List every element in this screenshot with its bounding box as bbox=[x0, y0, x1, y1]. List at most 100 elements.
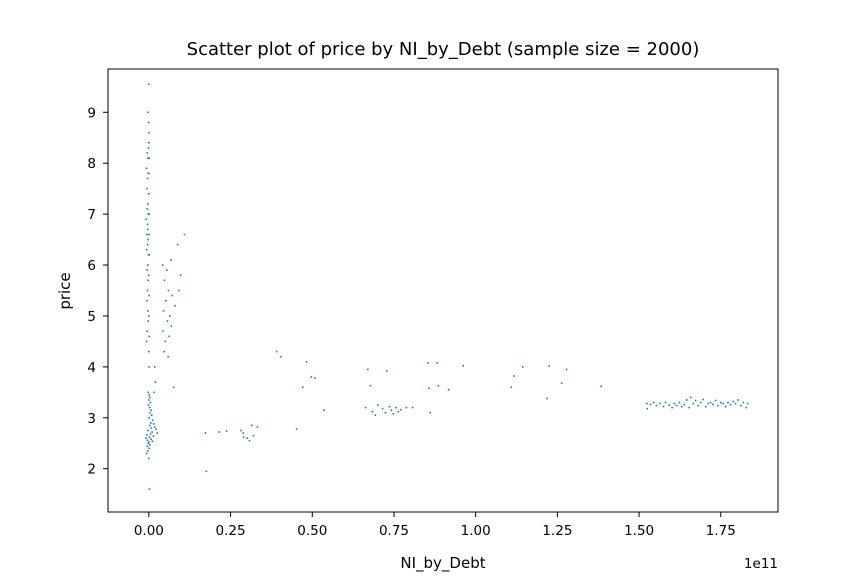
y-tick-label: 6 bbox=[87, 258, 96, 274]
data-point-193 bbox=[729, 403, 732, 406]
data-point-47 bbox=[149, 396, 151, 399]
data-point-166 bbox=[662, 405, 665, 408]
data-point-104 bbox=[179, 274, 182, 277]
data-point-98 bbox=[164, 340, 166, 343]
data-point-92 bbox=[171, 294, 173, 297]
data-point-44 bbox=[148, 366, 150, 368]
data-point-173 bbox=[681, 405, 683, 408]
data-point-22 bbox=[147, 279, 149, 282]
y-tick-label: 9 bbox=[87, 105, 96, 121]
data-point-114 bbox=[246, 437, 249, 439]
data-point-99 bbox=[168, 335, 170, 338]
data-point-188 bbox=[717, 404, 719, 407]
y-axis-ticks: 2 3 4 5 6 7 8 9 bbox=[87, 105, 108, 478]
x-tick-label: 1.00 bbox=[461, 523, 491, 539]
data-point-59 bbox=[149, 424, 151, 427]
data-point-155 bbox=[546, 397, 548, 400]
y-tick-label: 3 bbox=[87, 411, 96, 427]
data-point-145 bbox=[427, 362, 429, 364]
data-point-23 bbox=[146, 289, 149, 292]
data-point-52 bbox=[150, 409, 152, 411]
data-point-15 bbox=[146, 233, 148, 236]
data-point-101 bbox=[167, 355, 169, 358]
data-point-123 bbox=[301, 386, 304, 389]
x-axis-offset-text: 1e11 bbox=[744, 556, 778, 572]
data-point-178 bbox=[692, 402, 695, 405]
data-point-110 bbox=[218, 431, 220, 433]
data-point-150 bbox=[447, 388, 450, 391]
data-point-43 bbox=[148, 350, 150, 353]
data-point-108 bbox=[204, 432, 207, 434]
data-point-55 bbox=[148, 417, 150, 419]
data-point-75 bbox=[147, 442, 149, 445]
data-point-133 bbox=[377, 404, 379, 406]
data-point-73 bbox=[151, 440, 154, 443]
data-point-63 bbox=[147, 429, 149, 432]
data-point-14 bbox=[147, 228, 149, 231]
data-point-168 bbox=[668, 404, 670, 406]
data-point-67 bbox=[146, 434, 148, 436]
data-point-118 bbox=[248, 439, 251, 442]
data-point-153 bbox=[513, 375, 515, 377]
data-point-49 bbox=[149, 401, 152, 404]
data-point-143 bbox=[411, 406, 414, 409]
data-point-148 bbox=[436, 362, 438, 364]
data-point-152 bbox=[510, 386, 513, 389]
data-point-88 bbox=[170, 259, 172, 261]
data-point-160 bbox=[646, 402, 648, 405]
data-point-0 bbox=[147, 111, 149, 114]
data-point-186 bbox=[712, 403, 714, 406]
data-point-106 bbox=[172, 386, 175, 389]
data-point-136 bbox=[388, 405, 391, 408]
data-point-38 bbox=[148, 254, 150, 256]
data-point-71 bbox=[150, 438, 152, 440]
data-point-42 bbox=[148, 335, 150, 338]
x-tick-label: 0.75 bbox=[379, 523, 409, 539]
data-point-72 bbox=[146, 439, 149, 441]
data-point-97 bbox=[170, 325, 173, 327]
data-point-180 bbox=[697, 404, 700, 407]
data-point-179 bbox=[694, 399, 697, 402]
data-point-161 bbox=[646, 407, 649, 410]
x-axis-label: NI_by_Debt bbox=[400, 554, 485, 573]
data-point-61 bbox=[150, 427, 153, 429]
data-point-127 bbox=[323, 409, 325, 411]
data-point-165 bbox=[659, 402, 661, 405]
data-point-109 bbox=[205, 470, 208, 473]
data-point-195 bbox=[734, 402, 737, 405]
data-point-69 bbox=[148, 436, 151, 438]
data-point-81 bbox=[148, 457, 150, 460]
data-point-50 bbox=[147, 404, 150, 406]
data-point-115 bbox=[251, 424, 253, 427]
data-point-194 bbox=[732, 400, 735, 403]
data-point-40 bbox=[148, 294, 150, 297]
data-point-177 bbox=[689, 396, 692, 399]
data-point-87 bbox=[166, 269, 168, 271]
data-point-171 bbox=[675, 404, 678, 407]
data-point-7 bbox=[146, 187, 148, 190]
data-point-66 bbox=[149, 433, 152, 435]
data-point-28 bbox=[145, 340, 148, 343]
data-point-34 bbox=[148, 172, 150, 175]
data-point-131 bbox=[371, 410, 374, 413]
data-point-119 bbox=[242, 436, 245, 438]
data-point-6 bbox=[146, 177, 149, 180]
data-point-139 bbox=[395, 406, 397, 409]
data-point-176 bbox=[688, 406, 690, 409]
data-point-140 bbox=[397, 410, 400, 413]
data-point-172 bbox=[678, 401, 681, 404]
data-point-134 bbox=[381, 407, 384, 410]
data-point-103 bbox=[183, 233, 186, 236]
data-point-62 bbox=[155, 428, 157, 430]
data-point-159 bbox=[600, 385, 602, 388]
y-tick-label: 2 bbox=[87, 462, 96, 478]
data-point-181 bbox=[700, 401, 702, 404]
data-point-200 bbox=[746, 402, 749, 405]
data-point-12 bbox=[145, 218, 148, 221]
data-point-45 bbox=[147, 391, 149, 394]
data-point-31 bbox=[148, 131, 150, 134]
data-point-190 bbox=[722, 402, 724, 405]
plot-frame bbox=[107, 68, 779, 513]
data-point-113 bbox=[242, 432, 245, 434]
data-point-29 bbox=[148, 83, 150, 86]
